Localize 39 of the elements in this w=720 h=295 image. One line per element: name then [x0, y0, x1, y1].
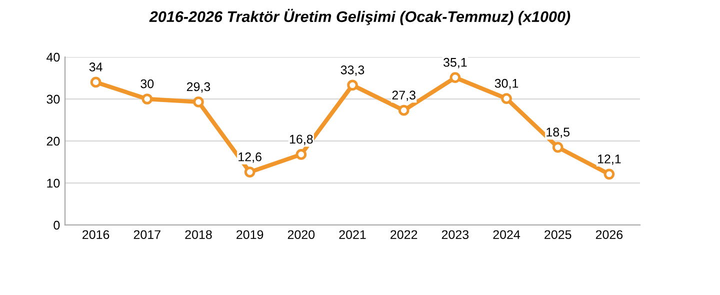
data-label: 30 [140, 79, 154, 88]
data-label: 29,3 [186, 82, 210, 93]
x-tick-label: 2022 [390, 230, 418, 240]
x-tick-label: 2026 [596, 230, 623, 240]
point [142, 94, 153, 104]
y-tick-label: 0 [54, 220, 60, 230]
x-tick-label: 2023 [442, 230, 469, 240]
x-tick-label: 2024 [493, 230, 520, 240]
data-label: 33,3 [340, 65, 364, 76]
point [347, 80, 358, 91]
point [398, 104, 410, 116]
point [90, 76, 102, 88]
point [296, 149, 307, 160]
data-label: 12,6 [238, 152, 262, 163]
data-label: 12,1 [598, 154, 621, 165]
point [450, 72, 461, 83]
x-tick-label: 2025 [544, 230, 572, 240]
y-tick-label: 20 [46, 136, 60, 146]
x-tick-label: 2016 [82, 230, 110, 240]
x-tick-label: 2019 [236, 230, 264, 240]
data-label: 30,1 [494, 78, 518, 90]
data-label: 16,8 [290, 134, 313, 146]
x-tick-label: 2020 [288, 230, 315, 240]
point [244, 166, 256, 178]
point [552, 142, 564, 153]
data-label: 27,3 [392, 90, 416, 102]
y-tick-label: 30 [46, 94, 60, 104]
point [604, 168, 615, 180]
chart-title: 2016-2026 Traktör Üretim Gelişimi (Ocak-Temmuz) (x1000) [149, 8, 570, 26]
x-tick-label: 2021 [339, 230, 366, 240]
point [193, 96, 204, 108]
x-tick-label: 2018 [185, 230, 212, 240]
data-label: 34 [89, 62, 102, 72]
data-label: 35,1 [443, 58, 467, 68]
data-label: 18,5 [546, 128, 570, 138]
point [501, 93, 512, 104]
x-tick-label: 2017 [134, 230, 160, 240]
y-tick-label: 40 [46, 52, 60, 62]
y-tick-label: 10 [47, 178, 60, 188]
